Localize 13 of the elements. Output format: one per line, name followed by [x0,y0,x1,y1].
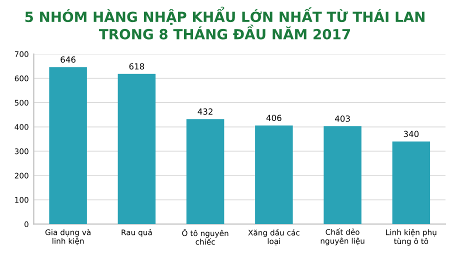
data-label: 618 [129,63,144,70]
data-label: 403 [335,115,350,122]
bar [324,126,362,224]
data-label: 406 [266,114,282,122]
bar [186,119,224,224]
bar [118,74,156,224]
bar [49,67,87,224]
bar [255,125,293,224]
data-label: 340 [404,130,419,138]
chart-title: 5 NHÓM HÀNG NHẬP KHẨU LỚN NHẤT TỪ THÁI LAN TRONG 8 THÁNG ĐẦU NĂM 2017 [25,6,424,40]
data-label: 432 [198,108,212,115]
bar [392,141,430,224]
data-label: 646 [60,56,76,63]
